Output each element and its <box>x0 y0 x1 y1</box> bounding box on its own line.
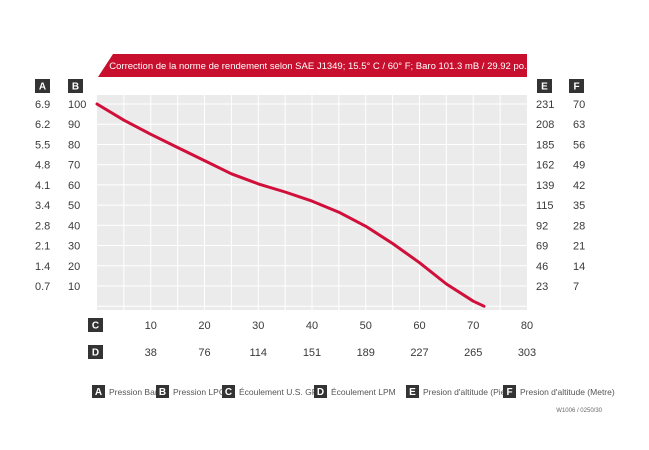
axis-c-tick: 60 <box>413 320 425 332</box>
legend-badge-label: B <box>159 387 166 398</box>
axis-a-tick: 1.4 <box>35 261 50 273</box>
axis-e-tick: 23 <box>536 281 548 293</box>
axis-c-tick: 50 <box>360 320 372 332</box>
axis-badge-d-label: D <box>92 348 99 359</box>
legend-badge-a <box>92 385 105 398</box>
axis-a-tick: 5.5 <box>35 139 50 151</box>
axis-e-tick: 185 <box>536 139 554 151</box>
footnote: W1006 / 0250/30 <box>556 408 602 414</box>
axis-a-tick: 3.4 <box>35 200 50 212</box>
banner-shape <box>98 54 527 77</box>
axis-b-tick: 80 <box>68 139 80 151</box>
axis-e-tick: 139 <box>536 180 554 192</box>
axis-c-tick: 80 <box>521 320 533 332</box>
legend-badge-b <box>156 385 169 398</box>
axis-b-tick: 60 <box>68 180 80 192</box>
performance-curve <box>95 102 486 308</box>
axis-badge-c <box>88 318 103 332</box>
axis-e-tick: 208 <box>536 119 554 131</box>
legend-badge-label: E <box>409 387 416 398</box>
axis-e-tick: 162 <box>536 160 554 172</box>
header-banner: Correction de la norme de rendement selo… <box>98 54 527 77</box>
axis-c-tick: 30 <box>252 320 264 332</box>
legend-badge-c <box>222 385 235 398</box>
axis-d-tick: 114 <box>249 347 267 359</box>
legend-label: Presion d'altitude (Pied) <box>423 387 513 397</box>
axis-b-tick: 30 <box>68 241 80 253</box>
axis-d-tick: 303 <box>518 347 536 359</box>
axis-f-tick: 21 <box>573 241 585 253</box>
legend-label: Écoulement U.S. GPM <box>239 387 325 397</box>
axis-c-tick: 40 <box>306 320 318 332</box>
axis-f-tick: 56 <box>573 139 585 151</box>
axis-f-tick: 14 <box>573 261 585 273</box>
legend-badge-label: F <box>506 387 512 398</box>
axis-b-tick: 10 <box>68 281 80 293</box>
legend-label: Pression Bar <box>109 387 158 397</box>
legend-badge-f <box>503 385 516 398</box>
axis-d-tick: 227 <box>410 347 428 359</box>
axis-b-tick: 50 <box>68 200 80 212</box>
axis-badge-a <box>35 79 50 93</box>
axis-d-tick: 189 <box>357 347 375 359</box>
axis-f-tick: 49 <box>573 160 585 172</box>
axis-b-tick: 20 <box>68 261 80 273</box>
axis-a-tick: 6.2 <box>35 119 50 131</box>
axis-b-tick: 90 <box>68 119 80 131</box>
axis-d-tick: 265 <box>464 347 482 359</box>
axis-f-tick: 28 <box>573 220 585 232</box>
axis-badge-b-label: B <box>72 82 79 93</box>
legend-badge-label: C <box>225 387 232 398</box>
axis-c-tick: 20 <box>198 320 210 332</box>
axis-a-tick: 0.7 <box>35 281 50 293</box>
axis-badge-e <box>537 79 552 93</box>
axis-b-tick: 70 <box>68 160 80 172</box>
axis-e-tick: 231 <box>536 99 554 111</box>
legend-badge-label: D <box>317 387 324 398</box>
legend-label: Écoulement LPM <box>331 387 396 397</box>
axis-a-tick: 6.9 <box>35 99 50 111</box>
axis-d-tick: 76 <box>198 347 210 359</box>
axis-f-tick: 70 <box>573 99 585 111</box>
axis-e-tick: 115 <box>536 200 554 212</box>
legend-label: Presion d'altitude (Metre) <box>520 387 615 397</box>
axis-a-tick: 4.8 <box>35 160 50 172</box>
axis-e-tick: 46 <box>536 261 548 273</box>
legend-badge-e <box>406 385 419 398</box>
axis-badge-c-label: C <box>92 321 99 332</box>
axis-badge-f-label: F <box>573 82 579 93</box>
banner-text: Correction de la norme de rendement selo… <box>109 61 526 72</box>
axis-b-tick: 100 <box>68 99 86 111</box>
legend-badge-d <box>314 385 327 398</box>
legend-label: Pression LPC <box>173 387 225 397</box>
axis-f-tick: 42 <box>573 180 585 192</box>
axis-badge-a-label: A <box>39 82 46 93</box>
axis-f-tick: 7 <box>573 281 579 293</box>
axis-f-tick: 63 <box>573 119 585 131</box>
axis-badge-b <box>68 79 83 93</box>
axis-badge-f <box>569 79 584 93</box>
axis-d-tick: 151 <box>303 347 321 359</box>
legend-badge-label: A <box>95 387 102 398</box>
axis-f-tick: 35 <box>573 200 585 212</box>
axis-badge-d <box>88 345 103 359</box>
axis-b-tick: 40 <box>68 220 80 232</box>
axis-labels: A B E F 6.9 6.2 5.5 4.8 4.1 3.4 2.8 2.1 1.4 0.7 100 90 8… <box>35 79 585 359</box>
axis-d-tick: 38 <box>145 347 157 359</box>
axis-e-tick: 92 <box>536 220 548 232</box>
axis-a-tick: 2.8 <box>35 220 50 232</box>
axis-a-tick: 4.1 <box>35 180 50 192</box>
axis-a-tick: 2.1 <box>35 241 50 253</box>
axis-e-tick: 69 <box>536 241 548 253</box>
axis-badge-e-label: E <box>541 82 548 93</box>
legend: A Pression Bar B Pression LPC C Écoulement U.… <box>92 385 615 398</box>
axis-c-tick: 70 <box>467 320 479 332</box>
axis-c-tick: 10 <box>145 320 157 332</box>
